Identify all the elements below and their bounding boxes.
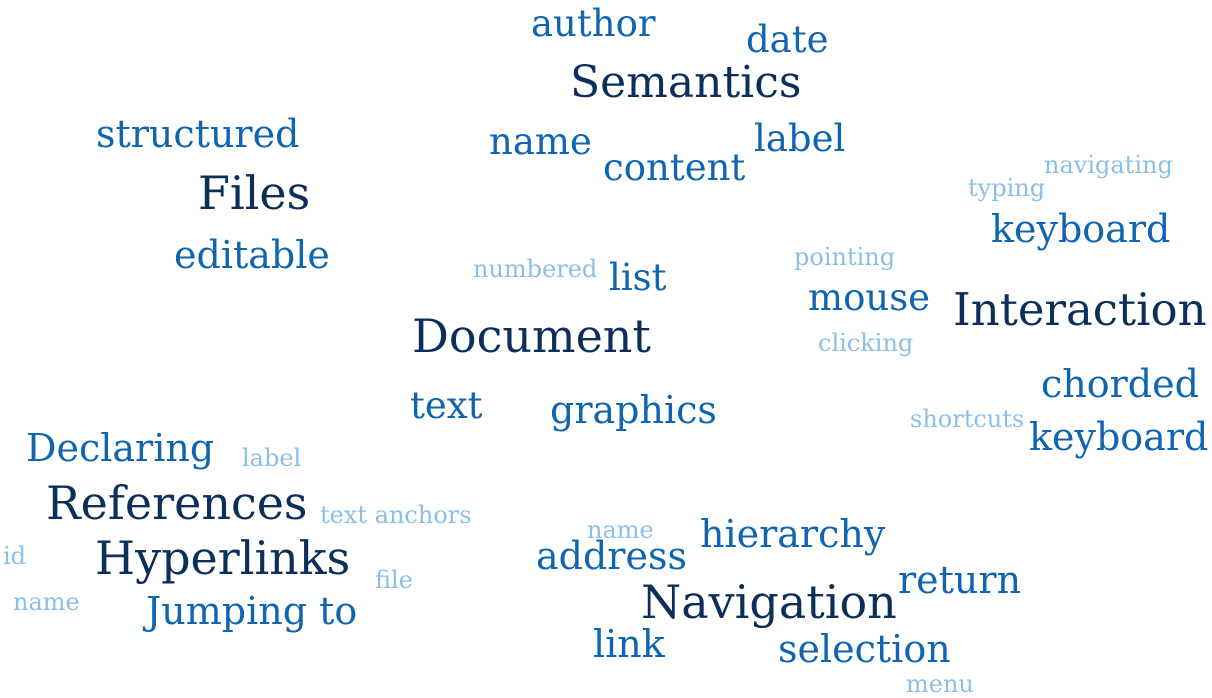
- word-name-small-mid: name: [587, 516, 654, 544]
- word-menu: menu: [906, 670, 974, 698]
- word-interaction: Interaction: [953, 283, 1207, 336]
- word-text: text: [410, 384, 483, 427]
- word-mouse: mouse: [808, 276, 931, 319]
- word-text-anchors: text anchors: [320, 501, 472, 529]
- word-editable: editable: [174, 233, 330, 277]
- word-declaring: Declaring: [26, 426, 215, 470]
- word-hierarchy: hierarchy: [700, 512, 886, 556]
- word-keyboard-bottom: keyboard: [1029, 415, 1209, 459]
- word-address: address: [536, 534, 687, 578]
- word-link: link: [593, 622, 665, 666]
- word-graphics: graphics: [550, 388, 717, 432]
- word-semantics: Semantics: [570, 57, 802, 108]
- word-content: content: [603, 146, 746, 189]
- word-typing: typing: [968, 174, 1046, 202]
- word-navigation: Navigation: [641, 575, 897, 629]
- word-document: Document: [412, 309, 651, 363]
- word-label-small: label: [242, 444, 302, 472]
- word-name-top: name: [489, 120, 592, 163]
- word-numbered: numbered: [473, 255, 598, 283]
- word-shortcuts: shortcuts: [910, 405, 1025, 433]
- word-return: return: [898, 558, 1022, 602]
- word-list: list: [609, 256, 667, 299]
- word-selection: selection: [778, 627, 951, 671]
- word-chorded: chorded: [1041, 362, 1199, 406]
- word-file: file: [375, 566, 413, 594]
- word-author: author: [531, 2, 656, 45]
- word-id: id: [3, 542, 27, 570]
- word-navigating: navigating: [1044, 151, 1173, 179]
- word-date: date: [746, 18, 829, 61]
- word-structured: structured: [96, 112, 300, 156]
- word-hyperlinks: Hyperlinks: [95, 531, 351, 585]
- word-name-small-left: name: [13, 588, 80, 616]
- word-references: References: [46, 476, 308, 530]
- word-pointing: pointing: [794, 243, 896, 271]
- word-clicking: clicking: [818, 329, 914, 357]
- word-jumping-to: Jumping to: [146, 589, 358, 633]
- word-files: Files: [198, 166, 311, 220]
- word-label-top: label: [754, 117, 846, 160]
- word-keyboard-top: keyboard: [991, 207, 1171, 251]
